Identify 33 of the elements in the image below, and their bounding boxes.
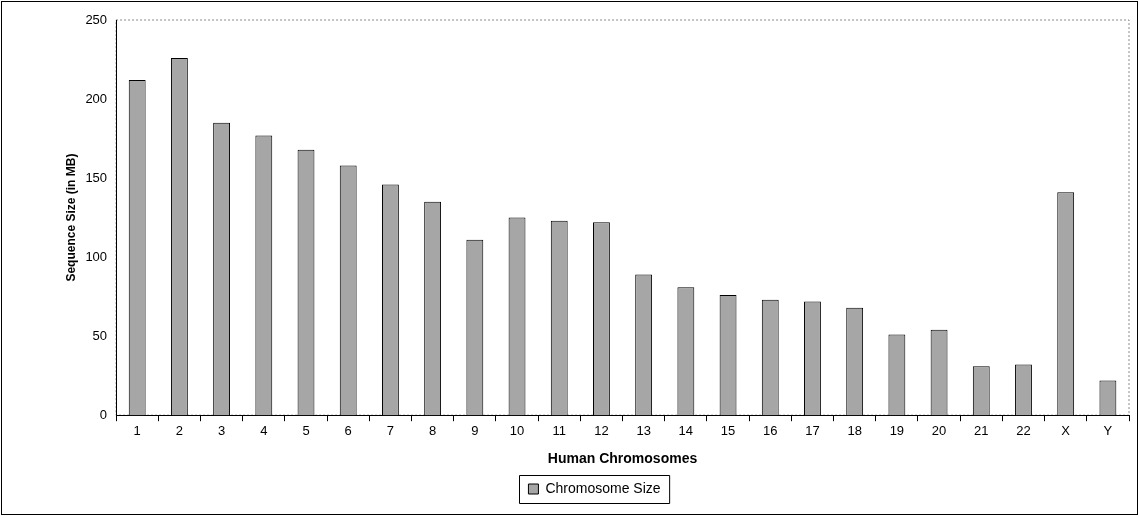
x-tick-label: 6 xyxy=(344,423,352,439)
x-tick-label: 9 xyxy=(471,423,479,439)
y-tick-label: 0 xyxy=(99,406,108,422)
x-tick-label: 21 xyxy=(974,423,989,439)
x-tick-label: 3 xyxy=(217,423,226,439)
x-tick-label: 14 xyxy=(678,423,694,439)
x-tick-label: 16 xyxy=(763,423,778,439)
y-tick-label: 50 xyxy=(92,327,108,343)
x-tick-label: 7 xyxy=(386,423,395,439)
x-tick-label: 13 xyxy=(636,423,651,439)
x-tick-label: 20 xyxy=(931,423,947,439)
x-tick-label: 17 xyxy=(805,423,820,439)
y-tick-label: 250 xyxy=(85,11,108,27)
x-tick-label: 12 xyxy=(594,423,609,439)
y-axis-title: Sequence Size (in MB) xyxy=(63,153,78,282)
x-tick-label: 2 xyxy=(175,423,184,439)
x-tick-label: 19 xyxy=(889,423,905,439)
x-tick-label: 15 xyxy=(720,423,736,439)
x-tick-label: Y xyxy=(1103,423,1113,439)
y-tick-label: 150 xyxy=(85,169,108,185)
x-tick-label: 10 xyxy=(509,423,525,439)
x-tick-label: 8 xyxy=(429,423,437,439)
x-tick-label: 4 xyxy=(260,423,268,439)
x-tick-label: 22 xyxy=(1016,423,1031,439)
x-tick-label: X xyxy=(1061,423,1071,439)
y-tick-label: 100 xyxy=(85,248,108,264)
x-tick-label: 18 xyxy=(847,423,862,439)
y-tick-label: 200 xyxy=(85,90,108,106)
x-tick-label: 5 xyxy=(302,423,310,439)
x-tick-label: 1 xyxy=(133,423,141,439)
legend-label: Chromosome Size xyxy=(545,479,661,496)
x-tick-label: 11 xyxy=(552,423,566,439)
x-axis-title: Human Chromosomes xyxy=(547,450,698,467)
